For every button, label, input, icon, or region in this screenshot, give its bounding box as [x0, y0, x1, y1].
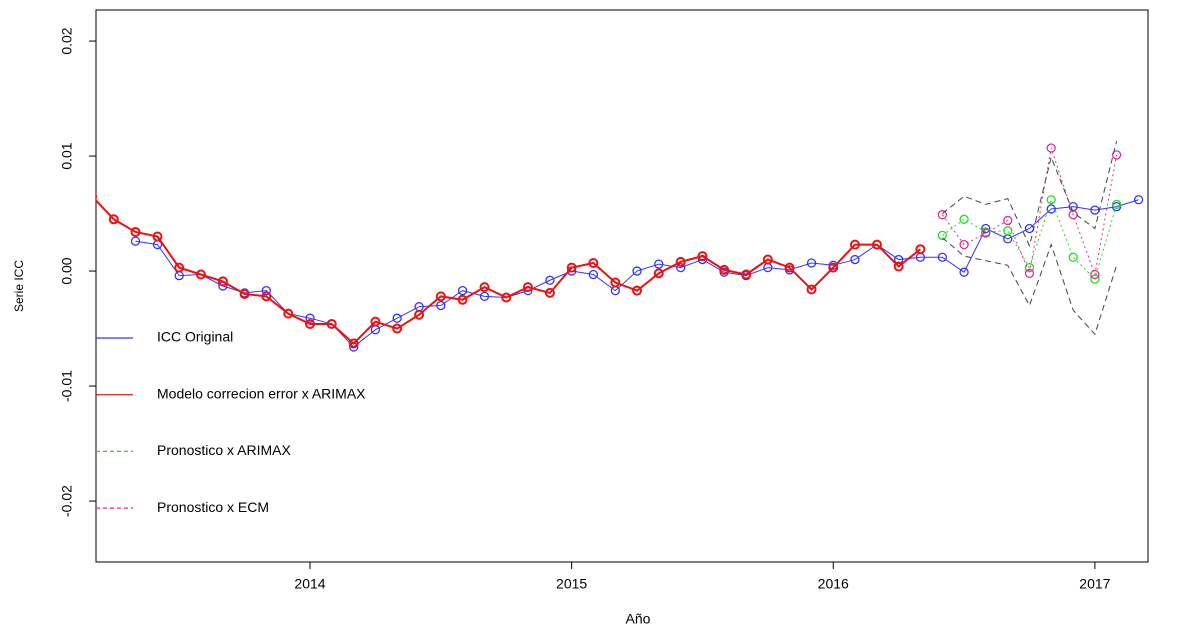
x-tick-label: 2016 — [818, 576, 849, 592]
data-point — [522, 282, 533, 293]
data-point — [981, 223, 991, 234]
data-point — [632, 285, 643, 296]
data-point — [501, 292, 512, 303]
data-point — [479, 282, 490, 293]
data-point — [1068, 210, 1078, 220]
data-point — [348, 338, 359, 349]
y-tick-label: -0.01 — [59, 370, 75, 402]
data-point — [96, 193, 98, 200]
series-line — [942, 198, 1118, 281]
data-point — [1111, 150, 1122, 160]
data-point — [435, 291, 446, 302]
y-tick-label: 0.00 — [59, 257, 75, 284]
data-point — [632, 266, 642, 276]
data-point — [893, 261, 904, 272]
data-point — [545, 275, 555, 285]
data-point — [392, 323, 403, 334]
data-point — [1090, 269, 1100, 280]
data-point — [1090, 205, 1100, 215]
data-point — [305, 318, 316, 329]
data-point — [130, 236, 141, 246]
y-axis-label: Serie ICC — [12, 260, 26, 312]
series-line — [942, 237, 1118, 336]
legend-label: Pronostico x ECM — [157, 499, 269, 515]
series-line — [96, 198, 922, 345]
data-point — [676, 262, 686, 273]
x-tick-label: 2014 — [294, 576, 325, 592]
data-point — [937, 230, 948, 241]
data-point — [741, 269, 752, 280]
data-point — [217, 276, 228, 287]
data-point — [981, 228, 991, 238]
data-point — [959, 267, 969, 277]
data-point — [108, 214, 119, 225]
data-point — [1068, 252, 1078, 262]
data-point — [1003, 226, 1013, 236]
x-tick-label: 2015 — [556, 576, 587, 592]
data-point — [239, 289, 250, 300]
y-tick-label: 0.02 — [59, 27, 75, 54]
data-point — [588, 269, 599, 280]
legend-label: Modelo correcion error x ARIMAX — [157, 385, 366, 401]
data-point — [414, 309, 425, 320]
data-point — [436, 300, 446, 311]
data-point — [130, 226, 141, 237]
y-tick-label: 0.01 — [59, 142, 75, 169]
data-point — [261, 291, 272, 302]
data-point — [915, 244, 926, 255]
data-point — [152, 231, 163, 242]
data-point — [828, 262, 839, 273]
data-point — [1046, 195, 1056, 205]
legend-label: Pronostico x ARIMAX — [157, 442, 291, 458]
plot-frame — [95, 9, 1149, 563]
data-point — [697, 251, 708, 262]
data-point — [762, 254, 773, 265]
data-point — [1046, 143, 1056, 153]
data-point — [654, 259, 664, 269]
x-tick-label: 2017 — [1079, 576, 1110, 592]
data-point — [937, 252, 948, 262]
data-point — [894, 254, 904, 265]
data-point — [1133, 195, 1144, 205]
data-point — [719, 264, 730, 275]
x-axis-label: Año — [626, 611, 651, 627]
data-point — [937, 210, 948, 220]
data-point — [305, 313, 315, 323]
data-point — [1024, 268, 1035, 279]
data-point — [283, 308, 294, 319]
data-point — [806, 284, 817, 295]
data-point — [479, 291, 490, 302]
data-point — [850, 254, 860, 265]
data-point — [806, 258, 817, 268]
legend-label: ICC Original — [157, 329, 233, 345]
data-point — [195, 269, 206, 280]
data-point — [261, 285, 271, 296]
data-point — [1111, 199, 1122, 210]
data-point — [588, 258, 599, 268]
data-point — [326, 318, 337, 329]
data-point — [1046, 204, 1056, 214]
series-line — [135, 199, 1139, 348]
data-point — [653, 268, 664, 279]
data-point — [871, 239, 882, 250]
series-line — [941, 147, 1118, 277]
data-point — [392, 313, 402, 323]
data-point — [174, 262, 185, 273]
data-point — [675, 256, 686, 267]
series-line — [942, 140, 1118, 248]
data-point — [959, 239, 969, 250]
data-point — [457, 294, 468, 305]
data-point — [784, 262, 795, 273]
data-point — [566, 262, 577, 273]
plot-area — [96, 140, 1144, 352]
data-point — [610, 277, 621, 288]
data-point — [1003, 215, 1013, 226]
data-point — [959, 214, 969, 224]
data-point — [544, 287, 555, 298]
data-point — [849, 239, 860, 250]
data-point — [370, 316, 381, 327]
y-tick-label: -0.02 — [59, 485, 75, 517]
data-point — [457, 285, 468, 296]
